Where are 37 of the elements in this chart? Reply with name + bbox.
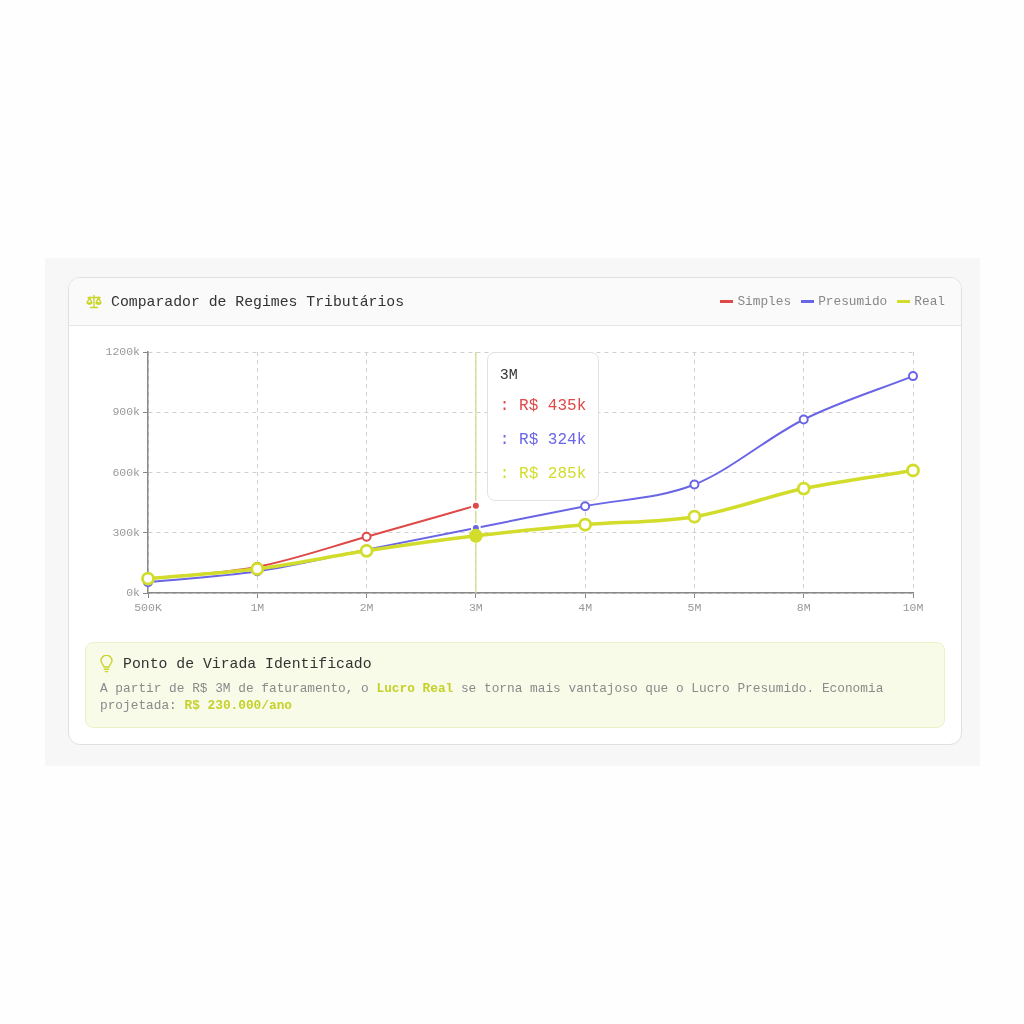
point (578, 517, 593, 532)
text: se torna mais vantajoso que o Lucro Presumido. Economia (459, 681, 884, 696)
x-tick-label: 10M (902, 600, 924, 614)
y-tick-label: 900k (112, 405, 141, 419)
annotation: : R$ 285k (499, 465, 587, 483)
x-tick-label: 1M (250, 600, 265, 614)
legend-label: Simples (737, 294, 792, 309)
y-tick-label: 600k (112, 465, 141, 479)
point (689, 479, 700, 490)
text: A partir de R$ 3M de faturamento, o (100, 681, 370, 696)
x-tick-label: 3M (468, 600, 483, 614)
text: 3M (499, 367, 518, 384)
point (250, 562, 265, 576)
text: R$ 230.000/ano (184, 698, 292, 713)
annotation: : R$ 435k (499, 397, 587, 415)
point (468, 528, 483, 543)
point (580, 501, 591, 512)
point (796, 481, 811, 496)
y-tick-label: 300k (112, 525, 141, 539)
x-tick-label: 500K (134, 600, 162, 614)
text: Lucro Real (376, 681, 454, 696)
point (687, 509, 702, 524)
point (906, 463, 920, 478)
point (908, 371, 918, 382)
chart-title: Comparador de Regimes Tributários (111, 293, 405, 310)
text: Ponto de Virada Identificado (123, 656, 372, 672)
y-tick-label: 0k (126, 586, 141, 600)
y-tick-label: 1200k (105, 345, 141, 359)
legend-label: Real (914, 294, 945, 309)
x-tick-label: 8M (796, 600, 811, 614)
legend-label: Presumido (818, 294, 888, 309)
x-tick-label: 2M (359, 600, 374, 614)
annotation: : R$ 324k (499, 431, 587, 449)
text: projetada: (100, 698, 178, 713)
x-tick-label: 5M (687, 600, 702, 614)
x-tick-label: 4M (578, 600, 593, 614)
point (798, 414, 809, 425)
